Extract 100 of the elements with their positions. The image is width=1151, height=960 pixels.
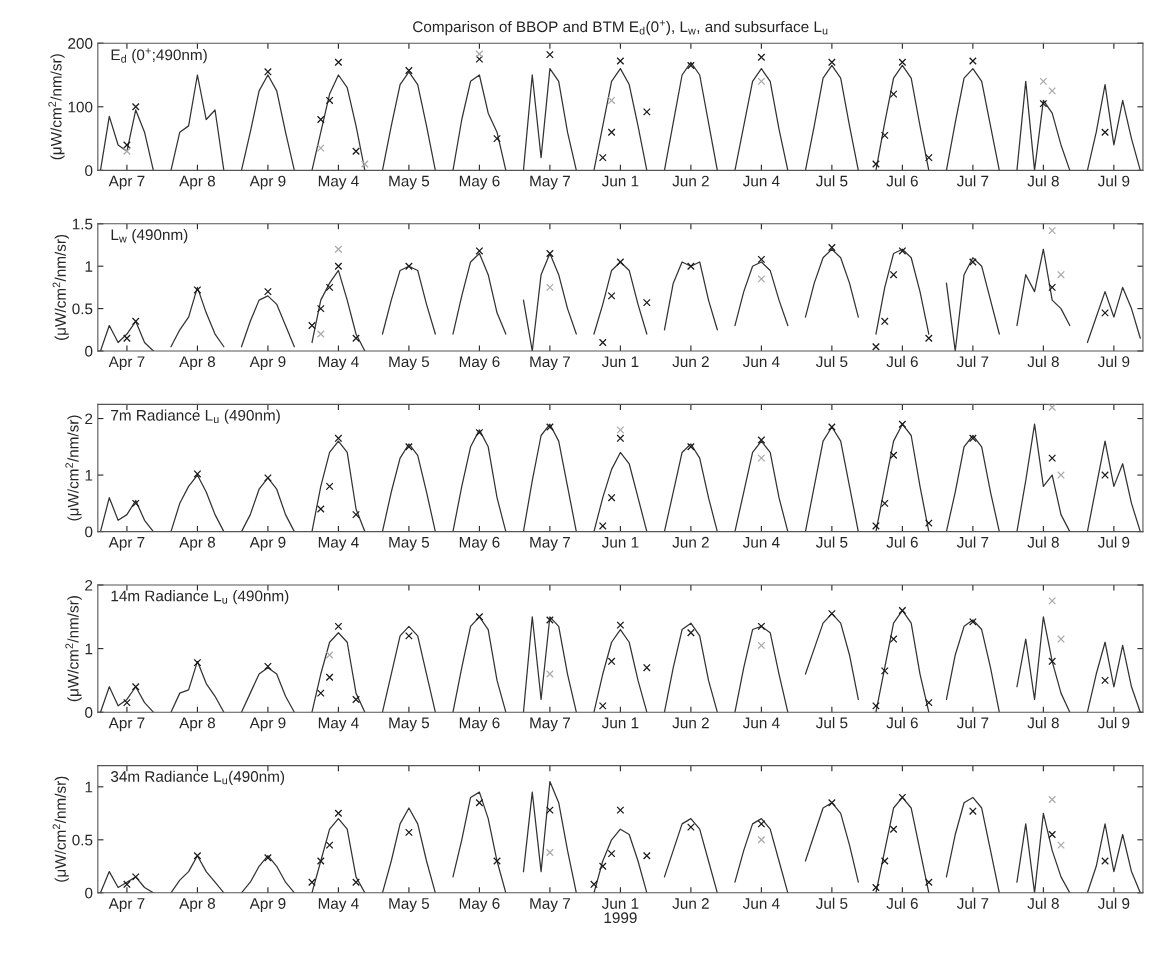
point <box>131 682 140 691</box>
x-tick-label: Jul 6 <box>886 717 918 729</box>
point <box>405 262 413 271</box>
point <box>493 857 501 865</box>
point <box>334 262 343 271</box>
x-tick-label: May 4 <box>318 356 359 371</box>
x-tick-label: May 6 <box>459 717 500 732</box>
x-tick-label: May 5 <box>389 537 430 551</box>
point <box>924 334 933 343</box>
point <box>687 262 695 271</box>
point <box>616 258 625 266</box>
point <box>1101 676 1109 685</box>
x-tick-label: Apr 8 <box>179 898 216 912</box>
point <box>264 853 272 862</box>
point <box>325 283 334 292</box>
point <box>598 153 607 162</box>
point <box>1048 795 1057 804</box>
point <box>757 835 766 844</box>
point <box>334 622 343 631</box>
point <box>898 420 907 429</box>
point <box>546 249 554 258</box>
x-tick-label: May 7 <box>530 898 570 912</box>
y-tick-label: 200 <box>68 38 93 49</box>
x-tick-label: Jul 7 <box>956 897 989 909</box>
point <box>687 442 695 451</box>
point <box>872 883 880 892</box>
x-tick-label: May 7 <box>530 717 570 732</box>
x-tick-label: Jun 4 <box>742 356 780 368</box>
point <box>889 825 898 834</box>
point <box>334 58 343 67</box>
y-tick-label: 1 <box>85 643 93 655</box>
x-tick-label: Jun 2 <box>672 356 709 368</box>
x-tick-label: May 6 <box>459 356 500 371</box>
point <box>616 621 625 629</box>
x-tick-label: Jul 8 <box>1027 717 1059 729</box>
x-tick-label: Apr 8 <box>179 536 216 551</box>
x-tick-label: Apr 7 <box>108 898 145 912</box>
point <box>1048 226 1057 235</box>
x-tick-label: May 6 <box>459 175 500 190</box>
x-tick-label: Jul 7 <box>956 536 989 548</box>
point <box>616 434 625 443</box>
point <box>880 131 889 140</box>
point <box>898 247 907 255</box>
point <box>898 58 907 67</box>
x-tick-label: Apr 9 <box>249 536 286 551</box>
x-tick-label: May 7 <box>530 356 570 371</box>
point <box>325 96 334 105</box>
point <box>123 147 131 156</box>
point <box>131 102 140 111</box>
x-tick-label: May 7 <box>530 175 570 190</box>
x-tick-label: Jun 4 <box>742 717 780 729</box>
point <box>475 428 484 437</box>
point <box>1057 841 1065 849</box>
point <box>687 823 695 831</box>
point <box>827 58 836 67</box>
point <box>264 67 272 76</box>
x-tick-label: Jul 5 <box>815 175 848 187</box>
x-tick-label: Jun 1 <box>601 537 639 548</box>
x-tick-label: Jun 1 <box>601 898 639 909</box>
point <box>968 57 977 65</box>
point <box>880 499 889 508</box>
point <box>827 423 836 431</box>
point <box>924 519 933 527</box>
point <box>316 689 325 698</box>
y-tick-label: 2 <box>85 413 93 425</box>
point <box>360 160 369 168</box>
point <box>687 628 695 637</box>
point <box>757 622 766 631</box>
point <box>968 618 977 626</box>
x-tick-label: Jul 8 <box>1027 355 1059 368</box>
annotation: 7m Radiance L$_{u}$ (490nm) <box>111 409 280 424</box>
point <box>1101 308 1109 317</box>
x-tick-label: May 5 <box>389 356 430 371</box>
point <box>325 673 334 682</box>
x-tick-label: Jul 6 <box>886 897 918 909</box>
point <box>590 880 598 889</box>
x-tick-label: Jul 8 <box>1027 536 1059 548</box>
x-tick-label: Apr 9 <box>249 898 286 912</box>
point <box>334 809 343 818</box>
y-tick-label: 0 <box>85 526 93 538</box>
point <box>642 663 651 672</box>
point <box>1048 454 1057 462</box>
point <box>1101 857 1109 865</box>
point <box>546 423 554 431</box>
x-axis-title: 1999 <box>604 912 637 924</box>
y-tick-label: 0 <box>85 345 93 357</box>
point <box>316 144 325 153</box>
point <box>546 50 554 59</box>
x-tick-label: May 5 <box>389 175 430 190</box>
y-tick-label: 1 <box>85 781 93 793</box>
point <box>193 470 202 478</box>
point <box>607 128 616 137</box>
x-tick-label: Jul 6 <box>886 355 918 368</box>
y-tick-label: 1.5 <box>72 218 93 230</box>
annotation: E$_{d}$ (0$^{+}$;490nm) <box>111 48 207 64</box>
x-tick-label: May 7 <box>530 537 570 551</box>
point <box>616 57 625 65</box>
point <box>968 807 977 816</box>
point <box>325 841 334 849</box>
y-tick-label: 2 <box>85 579 93 591</box>
